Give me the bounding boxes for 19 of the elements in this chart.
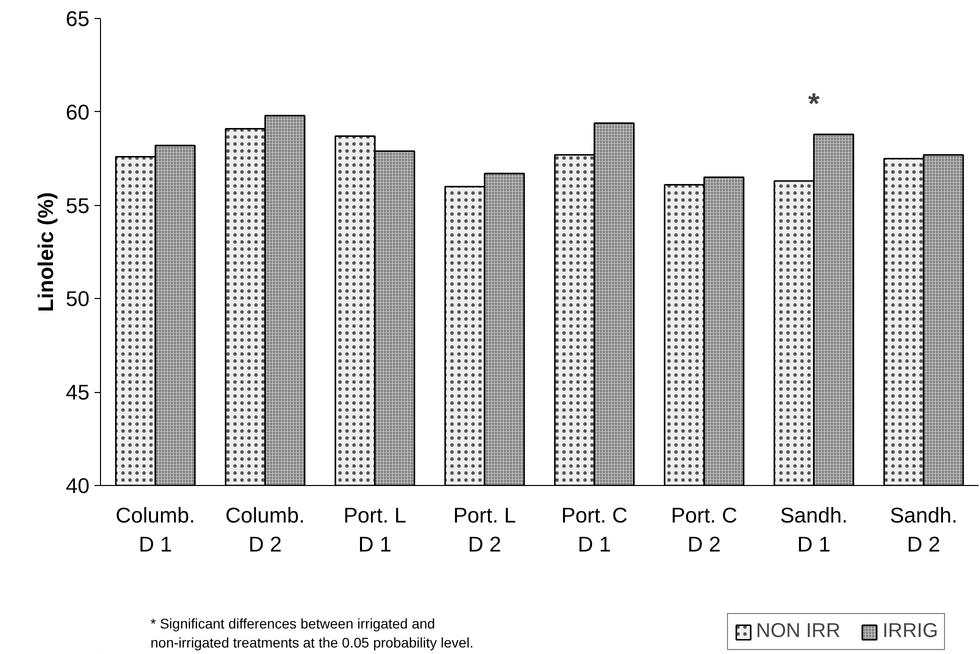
x-tick-label: Port. C D 2 [670, 504, 738, 556]
x-tick-label: Columb. D 1 [116, 504, 196, 556]
x-tick-label: Port. L D 2 [453, 504, 516, 556]
x-tick-label: Port. L D 1 [343, 504, 406, 556]
y-axis-title: Linoleic (%) [34, 192, 58, 312]
y-tick-label: 60 [66, 100, 90, 124]
x-tick-label: Port. C D 1 [561, 504, 628, 556]
legend-label: NON IRR [756, 620, 840, 643]
legend-label: IRRIG [882, 620, 938, 643]
annotation: * [808, 87, 820, 120]
x-tick-label: Sandh. D 2 [890, 504, 958, 556]
y-tick-label: 65 [66, 7, 90, 31]
text: * Significant differences between irrigated and non-irrigated treatments at the 0.05 probability level. [150, 615, 474, 650]
y-tick-label: 55 [66, 194, 90, 218]
y-tick-label: 45 [66, 380, 90, 405]
y-tick-label: 40 [66, 474, 90, 498]
x-tick-label: Columb. D 2 [225, 504, 305, 556]
y-tick-label: 50 [66, 287, 90, 312]
x-tick-label: Sandh. D 1 [780, 504, 848, 556]
